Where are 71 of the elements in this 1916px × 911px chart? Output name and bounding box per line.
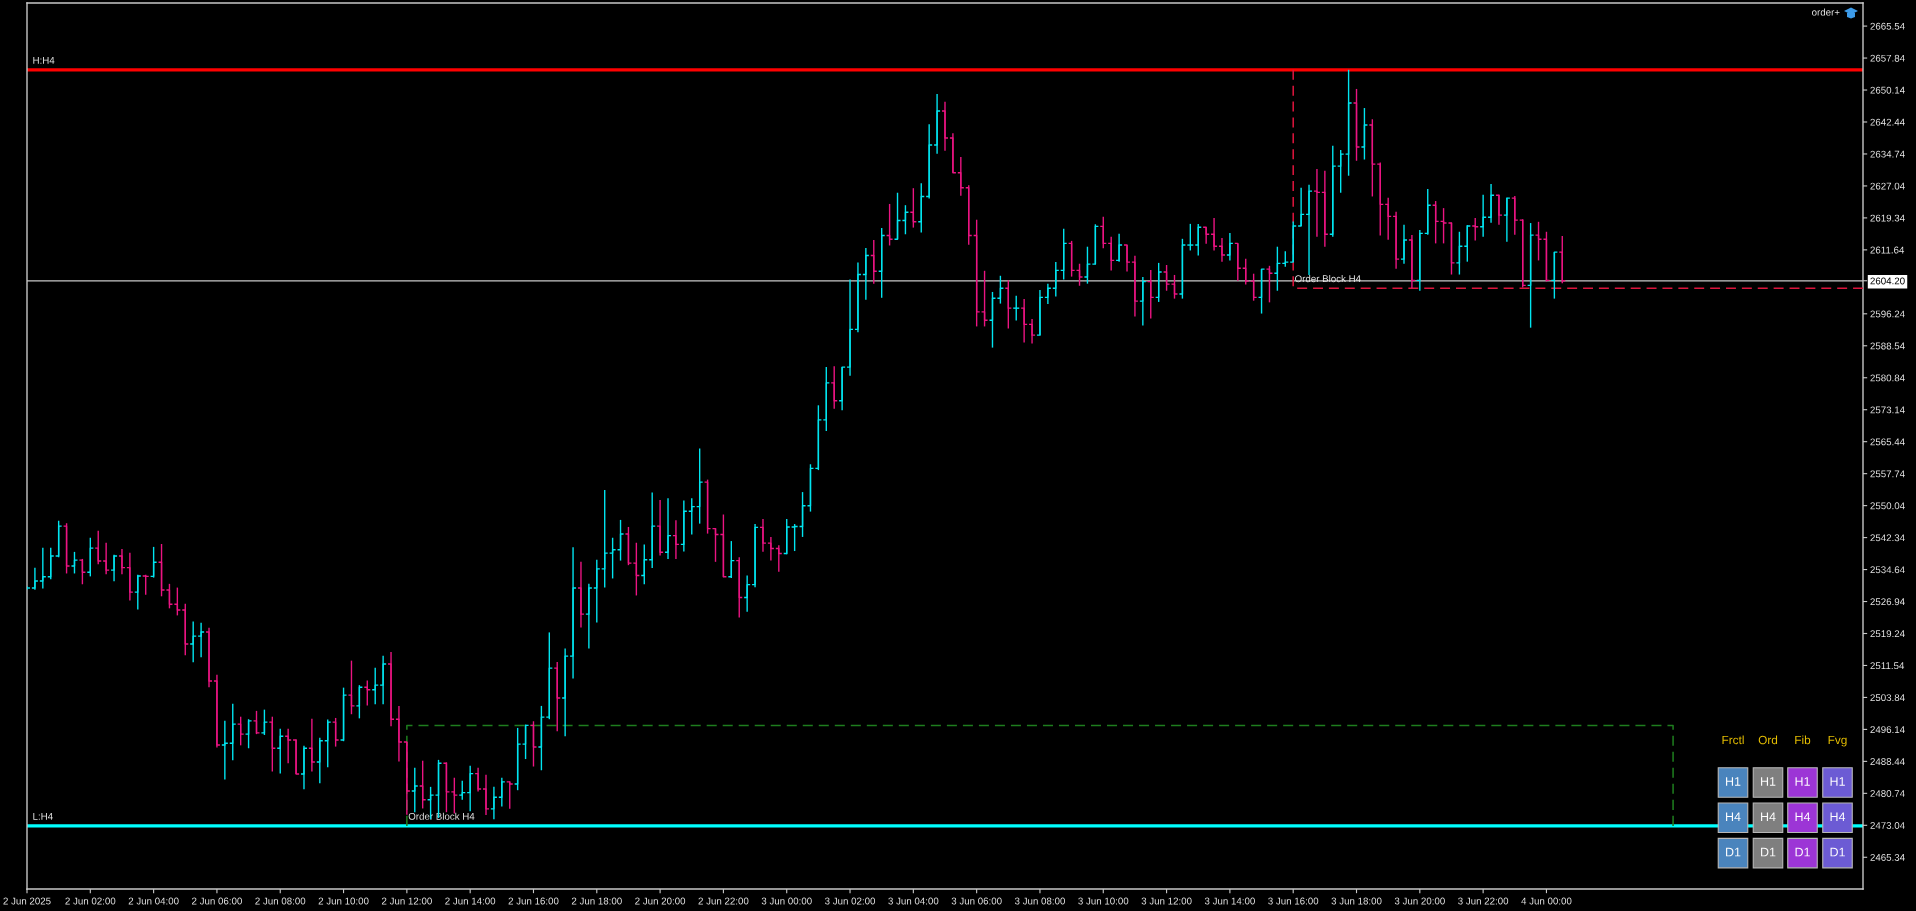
y-tick-label: 2619.34 <box>1870 214 1905 222</box>
x-tick-label: 2 Jun 16:00 <box>508 897 559 905</box>
y-tick-label: 2534.64 <box>1870 566 1905 574</box>
x-tick-label: 2 Jun 08:00 <box>255 897 306 905</box>
annotation: H4 <box>1761 812 1776 822</box>
x-tick-label: 3 Jun 00:00 <box>761 897 812 905</box>
x-tick-label: 3 Jun 16:00 <box>1268 897 1319 905</box>
annotation: D1 <box>1795 847 1810 857</box>
annotation: H1 <box>1795 777 1810 786</box>
y-tick-label: 2557.74 <box>1870 470 1905 478</box>
x-tick-label: 3 Jun 18:00 <box>1331 897 1382 905</box>
ref-line-label: H:H4 <box>33 56 55 64</box>
x-tick-label: 3 Jun 02:00 <box>825 897 876 905</box>
x-tick-label: 2 Jun 10:00 <box>318 897 369 905</box>
annotation: D1 <box>1726 847 1741 857</box>
x-tick-label: 3 Jun 10:00 <box>1078 897 1129 905</box>
x-tick-label: 2 Jun 18:00 <box>571 897 622 905</box>
y-tick-label: 2634.74 <box>1870 150 1905 158</box>
y-tick-label: 2604.20 <box>1870 277 1905 285</box>
x-tick-label: 3 Jun 20:00 <box>1394 897 1445 905</box>
y-tick-label: 2511.54 <box>1870 662 1905 670</box>
annotation: Fvg <box>1828 735 1847 747</box>
annotation: Ord <box>1758 735 1778 745</box>
y-tick-label: 2573.14 <box>1870 406 1905 414</box>
annotation: H1 <box>1761 777 1776 786</box>
y-tick-label: 2465.34 <box>1870 854 1905 861</box>
y-tick-label: 2642.44 <box>1870 118 1905 126</box>
x-tick-label: 3 Jun 08:00 <box>1014 897 1065 905</box>
x-tick-label: 2 Jun 12:00 <box>381 897 432 905</box>
x-tick-label: 3 Jun 04:00 <box>888 897 939 905</box>
y-tick-label: 2526.94 <box>1870 598 1905 606</box>
x-tick-label: 4 Jun 00:00 <box>1521 897 1572 905</box>
annotation: H4 <box>1726 812 1741 822</box>
annotation: D1 <box>1830 847 1845 857</box>
y-tick-label: 2565.44 <box>1870 438 1905 446</box>
annotation: H1 <box>1830 777 1845 786</box>
x-tick-label: 2 Jun 20:00 <box>635 897 686 905</box>
y-tick-label: 2519.24 <box>1870 630 1905 638</box>
y-tick-label: 2657.84 <box>1870 54 1905 62</box>
annotation: Frctl <box>1722 735 1744 745</box>
annotation: order+ <box>1812 8 1840 16</box>
y-tick-label: 2596.24 <box>1870 310 1905 318</box>
y-tick-label: 2503.84 <box>1870 694 1905 702</box>
y-tick-label: 2473.04 <box>1870 822 1905 829</box>
annotation: H4 <box>1795 812 1811 822</box>
y-tick-label: 2488.44 <box>1870 758 1905 765</box>
x-tick-label: 2 Jun 04:00 <box>128 897 179 905</box>
y-tick-label: 2550.04 <box>1870 502 1905 510</box>
y-tick-label: 2542.34 <box>1870 534 1905 542</box>
annotation: H1 <box>1726 777 1741 786</box>
x-tick-label: 3 Jun 22:00 <box>1458 897 1509 905</box>
y-tick-label: 2580.84 <box>1870 374 1905 382</box>
y-tick-label: 2611.64 <box>1870 246 1905 254</box>
y-tick-label: 2480.74 <box>1870 790 1905 797</box>
x-tick-label: 2 Jun 22:00 <box>698 897 749 905</box>
x-tick-label: 3 Jun 12:00 <box>1141 897 1192 905</box>
y-tick-label: 2627.04 <box>1870 182 1905 190</box>
annotation: D1 <box>1761 847 1776 857</box>
x-tick-label: 3 Jun 14:00 <box>1204 897 1255 905</box>
y-tick-label: 2588.54 <box>1870 342 1905 350</box>
y-tick-label: 2496.14 <box>1870 726 1905 734</box>
annotation: H4 <box>1830 812 1846 822</box>
ref-line-label: L:H4 <box>33 813 53 820</box>
annotation: Fib <box>1795 735 1811 745</box>
x-tick-label: 2 Jun 02:00 <box>65 897 116 905</box>
y-tick-label: 2665.54 <box>1870 22 1905 30</box>
x-tick-label: 2 Jun 06:00 <box>192 897 242 905</box>
x-tick-label: 2 Jun 14:00 <box>445 897 496 905</box>
x-tick-label: 2 Jun 2025 <box>3 897 51 905</box>
y-tick-label: 2650.14 <box>1870 86 1905 94</box>
x-tick-label: 3 Jun 06:00 <box>951 897 1002 905</box>
